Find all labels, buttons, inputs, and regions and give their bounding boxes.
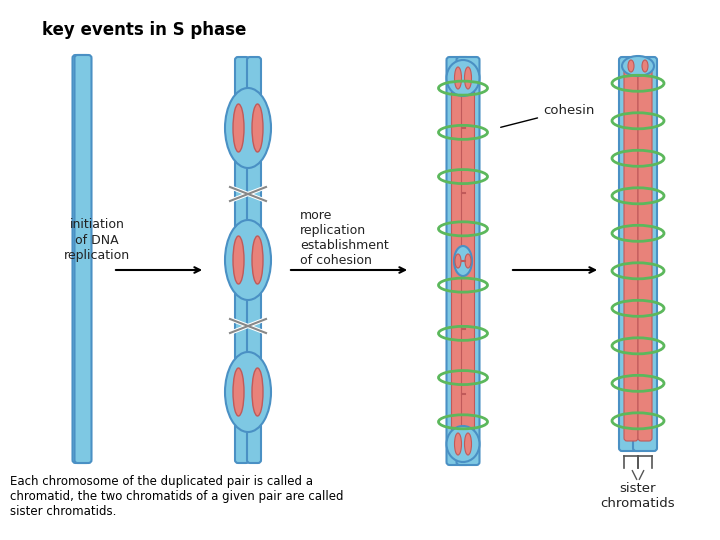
FancyBboxPatch shape: [624, 67, 638, 441]
Text: initiation
of DNA
replication: initiation of DNA replication: [64, 219, 130, 261]
FancyBboxPatch shape: [638, 67, 652, 441]
FancyBboxPatch shape: [247, 57, 261, 463]
Ellipse shape: [233, 104, 244, 152]
Ellipse shape: [455, 254, 461, 268]
Text: Each chromosome of the duplicated pair is called a
chromatid, the two chromatids: Each chromosome of the duplicated pair i…: [10, 475, 343, 518]
Ellipse shape: [233, 368, 244, 416]
Text: key events in S phase: key events in S phase: [42, 21, 246, 39]
FancyBboxPatch shape: [446, 57, 469, 465]
Ellipse shape: [446, 60, 480, 96]
Ellipse shape: [454, 67, 462, 89]
FancyBboxPatch shape: [462, 73, 474, 449]
Ellipse shape: [465, 254, 471, 268]
Ellipse shape: [464, 67, 472, 89]
FancyBboxPatch shape: [456, 57, 480, 465]
FancyBboxPatch shape: [451, 73, 464, 449]
Ellipse shape: [454, 433, 462, 455]
Text: more
replication
establishment
of cohesion: more replication establishment of cohesi…: [300, 209, 389, 267]
Text: sister
chromatids: sister chromatids: [600, 482, 675, 510]
FancyBboxPatch shape: [619, 57, 643, 451]
Ellipse shape: [225, 220, 271, 300]
Ellipse shape: [446, 426, 480, 462]
FancyBboxPatch shape: [235, 57, 249, 463]
Ellipse shape: [233, 236, 244, 284]
FancyBboxPatch shape: [73, 55, 89, 463]
Ellipse shape: [454, 246, 472, 276]
Ellipse shape: [622, 56, 654, 76]
Ellipse shape: [252, 368, 263, 416]
Ellipse shape: [252, 236, 263, 284]
Ellipse shape: [225, 352, 271, 432]
FancyBboxPatch shape: [633, 57, 657, 451]
Ellipse shape: [252, 104, 263, 152]
Text: cohesin: cohesin: [500, 104, 595, 127]
Ellipse shape: [628, 60, 634, 72]
Ellipse shape: [464, 433, 472, 455]
Ellipse shape: [225, 88, 271, 168]
Ellipse shape: [642, 60, 648, 72]
FancyBboxPatch shape: [74, 55, 91, 463]
